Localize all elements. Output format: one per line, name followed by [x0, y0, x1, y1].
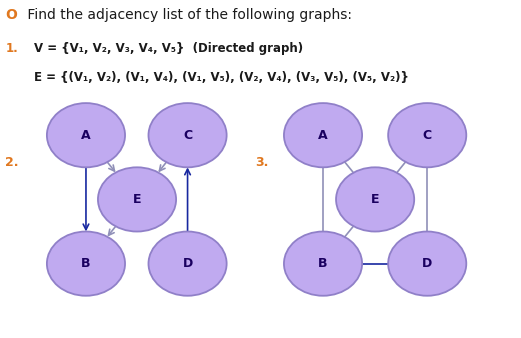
Text: E = {(V₁, V₂), (V₁, V₄), (V₁, V₅), (V₂, V₄), (V₃, V₅), (V₅, V₂)}: E = {(V₁, V₂), (V₁, V₄), (V₁, V₅), (V₂, …: [34, 71, 409, 84]
Text: 2.: 2.: [5, 156, 19, 169]
Text: E: E: [371, 193, 379, 206]
Ellipse shape: [148, 232, 227, 296]
Text: E: E: [133, 193, 141, 206]
Ellipse shape: [388, 103, 466, 167]
Ellipse shape: [148, 103, 227, 167]
Text: D: D: [182, 257, 193, 270]
Ellipse shape: [336, 167, 414, 232]
Ellipse shape: [284, 232, 362, 296]
Text: D: D: [422, 257, 432, 270]
Ellipse shape: [47, 103, 125, 167]
Text: Find the adjacency list of the following graphs:: Find the adjacency list of the following…: [23, 8, 352, 22]
Text: B: B: [81, 257, 91, 270]
Ellipse shape: [98, 167, 176, 232]
Text: C: C: [423, 129, 432, 142]
Ellipse shape: [388, 232, 466, 296]
Ellipse shape: [284, 103, 362, 167]
Text: O: O: [5, 8, 17, 22]
Text: B: B: [318, 257, 328, 270]
Text: 1.: 1.: [5, 42, 18, 55]
Text: A: A: [81, 129, 91, 142]
Text: V = {V₁, V₂, V₃, V₄, V₅}  (Directed graph): V = {V₁, V₂, V₃, V₄, V₅} (Directed graph…: [34, 42, 303, 55]
Text: 3.: 3.: [255, 156, 269, 169]
Text: A: A: [318, 129, 328, 142]
Ellipse shape: [47, 232, 125, 296]
Text: C: C: [183, 129, 192, 142]
